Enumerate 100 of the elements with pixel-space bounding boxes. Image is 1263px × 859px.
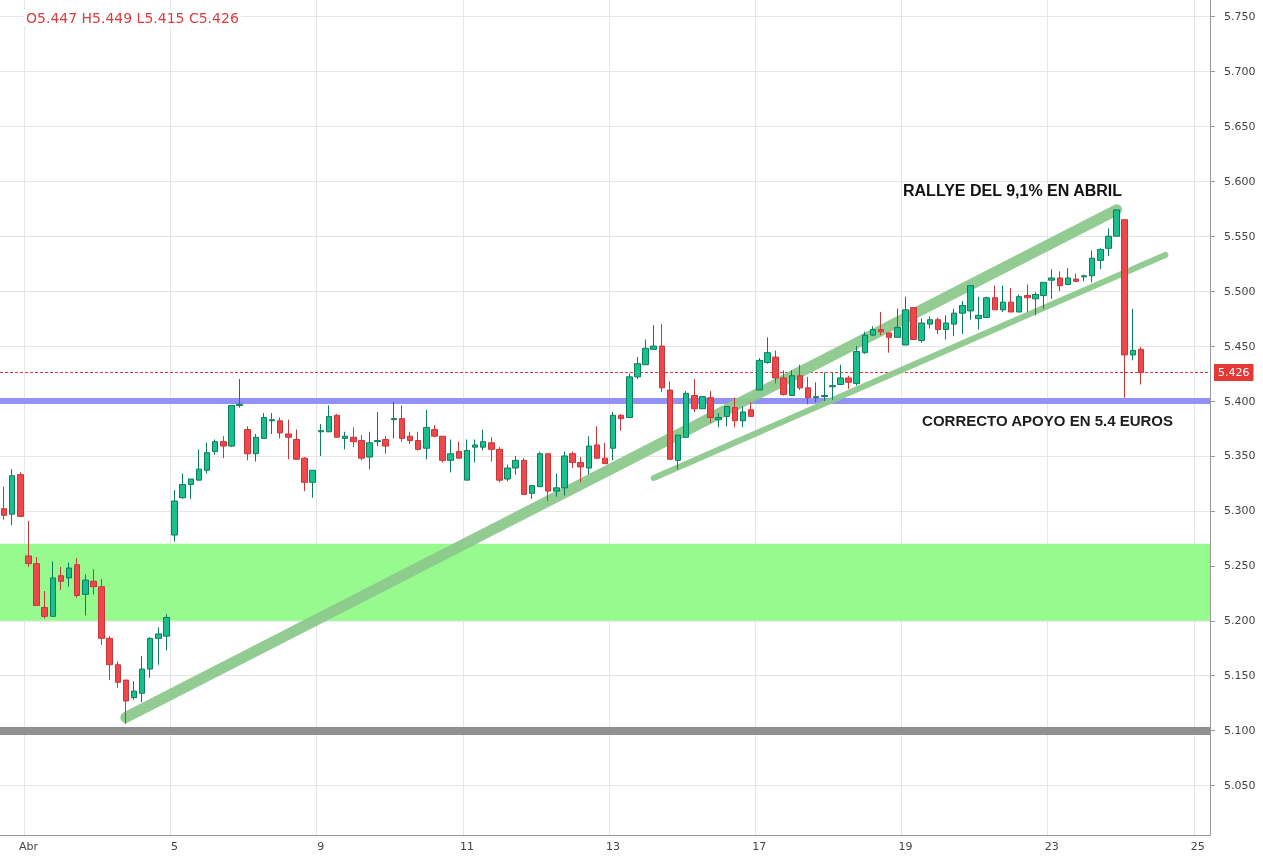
candlestick — [845, 375, 852, 390]
candlestick — [813, 381, 819, 403]
x-tick-label: 9 — [317, 840, 325, 853]
candlestick — [910, 307, 917, 340]
candlestick — [342, 431, 348, 450]
y-tick-label: 5.050 — [1224, 779, 1256, 793]
ref-line-label: CORRECTO APOYO EN 5.4 EUROS — [922, 412, 1173, 430]
candlestick — [610, 411, 616, 461]
candlestick — [1065, 267, 1071, 286]
x-tick-label: 17 — [752, 840, 767, 853]
candlestick — [618, 413, 624, 432]
x-tick-label: 23 — [1044, 840, 1059, 853]
candlestick — [472, 438, 478, 464]
candlestick — [586, 435, 592, 476]
candlestick — [407, 431, 413, 445]
candlestick — [821, 371, 828, 402]
candlestick — [918, 318, 925, 344]
candlestick — [456, 441, 462, 459]
y-tick-label: 5.600 — [1224, 174, 1256, 188]
y-tick-label: 5.350 — [1224, 449, 1256, 463]
candlestick — [878, 311, 884, 336]
candlestick — [1048, 268, 1055, 300]
candlestick — [50, 560, 56, 617]
candlestick — [171, 489, 178, 543]
candlestick — [870, 325, 876, 337]
candlestick — [423, 409, 430, 460]
candlestick — [139, 655, 145, 703]
candlestick — [382, 435, 389, 455]
candlestick — [853, 345, 860, 387]
candlestick — [602, 442, 608, 465]
candlestick — [545, 453, 551, 502]
candlestick — [74, 557, 80, 599]
candlestick — [537, 451, 543, 488]
candlestick — [464, 438, 470, 481]
candlestick — [17, 471, 24, 517]
candlestick — [66, 562, 72, 588]
candlestick — [9, 468, 15, 526]
candlestick — [927, 315, 933, 330]
y-tick-label: 5.150 — [1224, 669, 1256, 683]
candlestick — [374, 411, 381, 447]
y-tick-label: 5.700 — [1224, 64, 1256, 78]
y-tick-label: 5.650 — [1224, 119, 1256, 133]
candlestick — [366, 431, 373, 470]
candlestick — [1000, 285, 1006, 313]
candlestick — [1016, 293, 1022, 313]
y-tick-label: 5.400 — [1224, 394, 1256, 408]
candlestick — [220, 435, 227, 459]
annotation: RALLYE DEL 9,1% EN ABRIL — [903, 181, 1123, 199]
annotation: O5.447 H5.449 L5.415 C5.426 — [26, 10, 239, 26]
candlestick — [326, 404, 332, 433]
candlestick — [748, 401, 754, 417]
candlestick — [131, 680, 137, 701]
candlestick — [480, 429, 486, 451]
candlestick — [886, 332, 892, 354]
candlestick — [82, 574, 89, 616]
candlestick — [58, 566, 64, 591]
candlestick — [123, 679, 129, 725]
candlestick — [707, 390, 714, 424]
candlestick — [829, 371, 836, 401]
y-tick-label: 5.200 — [1224, 614, 1256, 628]
candlestick — [659, 323, 665, 393]
candlestick — [935, 317, 941, 335]
candlestick — [691, 378, 698, 413]
candlestick — [1057, 270, 1063, 292]
y-tick-label: 5.450 — [1224, 339, 1256, 353]
candlestick — [391, 401, 397, 439]
candlestick — [285, 419, 292, 460]
candlestick — [212, 438, 218, 456]
x-tick-label: Abr — [18, 840, 39, 853]
x-tick-label: 13 — [606, 840, 621, 853]
candlestick — [805, 376, 811, 405]
candlestick — [732, 397, 738, 428]
candlestick — [41, 590, 48, 620]
x-tick-label: 25 — [1190, 840, 1205, 853]
candlestick — [204, 442, 210, 475]
candlestick — [334, 413, 340, 438]
candlestick — [1, 486, 7, 521]
candlestick — [399, 404, 405, 443]
candlestick — [244, 425, 251, 461]
candlestick — [1089, 250, 1095, 283]
y-tick-label: 5.300 — [1224, 504, 1256, 518]
candlestick — [147, 636, 153, 679]
y-tick-label: 5.250 — [1224, 559, 1256, 573]
candlestick — [951, 308, 957, 337]
candlestick — [797, 364, 803, 391]
x-tick-label: 19 — [898, 840, 913, 853]
candlestick — [675, 434, 681, 470]
candlestick — [1130, 308, 1136, 361]
candlestick — [667, 380, 673, 460]
candlestick — [261, 412, 267, 439]
candlestick — [1008, 287, 1014, 313]
candlestick — [447, 438, 454, 473]
candlestick — [992, 285, 998, 311]
y-tick-label: 5.500 — [1224, 284, 1256, 298]
candlestick — [309, 469, 316, 499]
candlestick — [415, 431, 421, 451]
candlestick — [837, 364, 844, 386]
candlestick — [529, 485, 535, 500]
candlestick — [724, 406, 730, 427]
candlestick — [594, 425, 600, 460]
